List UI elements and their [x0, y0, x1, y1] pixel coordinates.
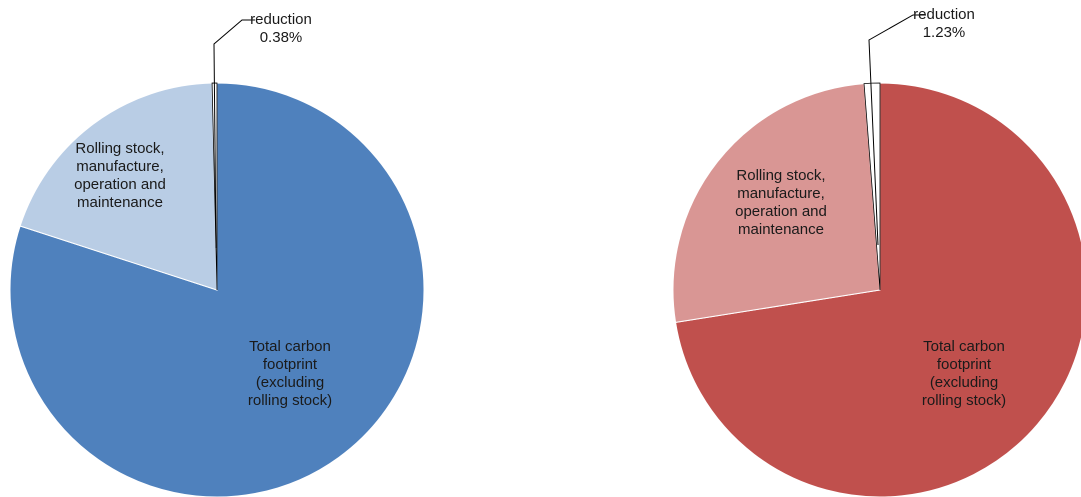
label-line: Rolling stock, [75, 140, 164, 157]
label-line: 1.23% [923, 24, 966, 41]
label-line: rolling stock) [248, 392, 332, 409]
label-line: manufacture, [76, 158, 164, 175]
slice-label-footprint: Total carbon footprint (excluding rolling s… [248, 338, 332, 409]
label-line: reduction [250, 11, 312, 28]
label-line: Rolling stock, [736, 167, 825, 184]
slice-label-rolling-stock: Rolling stock, manufacture, operation and m… [74, 140, 166, 211]
label-line: footprint [263, 356, 318, 373]
label-line: manufacture, [737, 185, 825, 202]
label-line: operation and [74, 176, 166, 193]
label-line: operation and [735, 203, 827, 220]
slice-label-reduction: reduction 0.38% [250, 11, 312, 46]
reduction-leader-line [868, 14, 926, 246]
label-line: rolling stock) [922, 392, 1006, 409]
label-line: footprint [937, 356, 992, 373]
label-line: Total carbon [249, 338, 331, 355]
label-line: maintenance [738, 221, 824, 238]
pie-chart-left: Total carbon footprint (excluding rolling s… [9, 11, 425, 497]
pie-slice-footprint [674, 82, 1081, 497]
label-line: 0.38% [260, 29, 303, 46]
slice-label-rolling-stock: Rolling stock, manufacture, operation and m… [735, 167, 827, 238]
label-line: Total carbon [923, 338, 1005, 355]
reduction-leader-line [213, 19, 255, 249]
pie-slice-rolling-stock [672, 83, 881, 323]
label-line: reduction [913, 6, 975, 23]
pie-slice-reduction [863, 82, 881, 291]
slice-label-reduction: reduction 1.23% [913, 6, 975, 41]
slice-label-footprint: Total carbon footprint (excluding rolling s… [922, 338, 1006, 409]
label-line: maintenance [77, 194, 163, 211]
label-line: (excluding [930, 374, 998, 391]
label-line: (excluding [256, 374, 324, 391]
pie-chart-right: Total carbon footprint (excluding rolling s… [672, 6, 1081, 497]
pie-slice-rolling-stock [19, 82, 218, 291]
